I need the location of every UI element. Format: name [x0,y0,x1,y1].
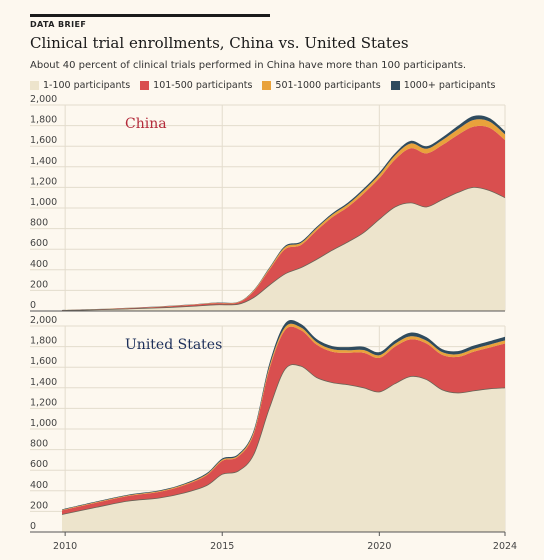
legend-label: 501-1000 participants [275,80,381,91]
legend-item-501-1000: 501-1000 participants [262,80,381,91]
y-tick-label: 1,800 [30,115,57,126]
y-tick-label: 1,000 [30,418,57,429]
panel-label: China [125,116,167,132]
legend-swatch [140,81,150,90]
area-series-1 [62,187,505,311]
y-tick-label: 200 [30,500,48,511]
chart-subtitle: About 40 percent of clinical trials perf… [30,60,467,71]
x-tick-label: 2020 [367,541,391,552]
legend-swatch [30,81,39,90]
y-tick-label: 0 [30,521,36,532]
x-tick-label: 2024 [493,541,517,552]
y-tick-label: 1,800 [30,336,57,347]
legend-swatch [390,81,400,90]
legend-swatch [262,81,272,90]
chart-title: Clinical trial enrollments, China vs. Un… [30,34,409,52]
y-tick-label: 400 [30,480,48,491]
panel-label: United States [125,337,222,353]
y-tick-label: 1,600 [30,356,57,367]
legend-label: 1-100 participants [43,80,131,91]
x-tick-label: 2015 [210,541,234,552]
area-series-2 [62,125,505,311]
y-tick-label: 2,000 [30,315,57,326]
legend-item-101-500: 101-500 participants [140,80,252,91]
legend-label: 101-500 participants [153,80,253,91]
y-tick-label: 0 [30,300,36,311]
area-series-1 [62,364,505,532]
y-tick-label: 2,000 [30,94,57,105]
band-outline [61,186,506,311]
area-series-2 [62,326,505,515]
legend-label: 1000+ participants [403,80,496,91]
top-rule [30,14,270,17]
legend: 1-100 participants 101-500 participants … [30,80,495,91]
y-tick-label: 600 [30,459,48,470]
x-tick-label: 2010 [53,541,77,552]
legend-item-1-100: 1-100 participants [30,80,130,91]
y-tick-label: 800 [30,218,48,229]
y-tick-label: 1,000 [30,197,57,208]
y-tick-label: 400 [30,259,48,270]
legend-item-1000-plus: 1000+ participants [390,80,496,91]
y-tick-label: 800 [30,439,48,450]
y-tick-label: 200 [30,279,48,290]
y-tick-label: 600 [30,238,48,249]
y-tick-label: 1,600 [30,135,57,146]
y-tick-label: 1,400 [30,377,57,388]
y-tick-label: 1,200 [30,176,57,187]
y-tick-label: 1,200 [30,397,57,408]
y-tick-label: 1,400 [30,156,57,167]
band-outline [61,364,506,515]
kicker-label: DATA BRIEF [30,20,87,29]
